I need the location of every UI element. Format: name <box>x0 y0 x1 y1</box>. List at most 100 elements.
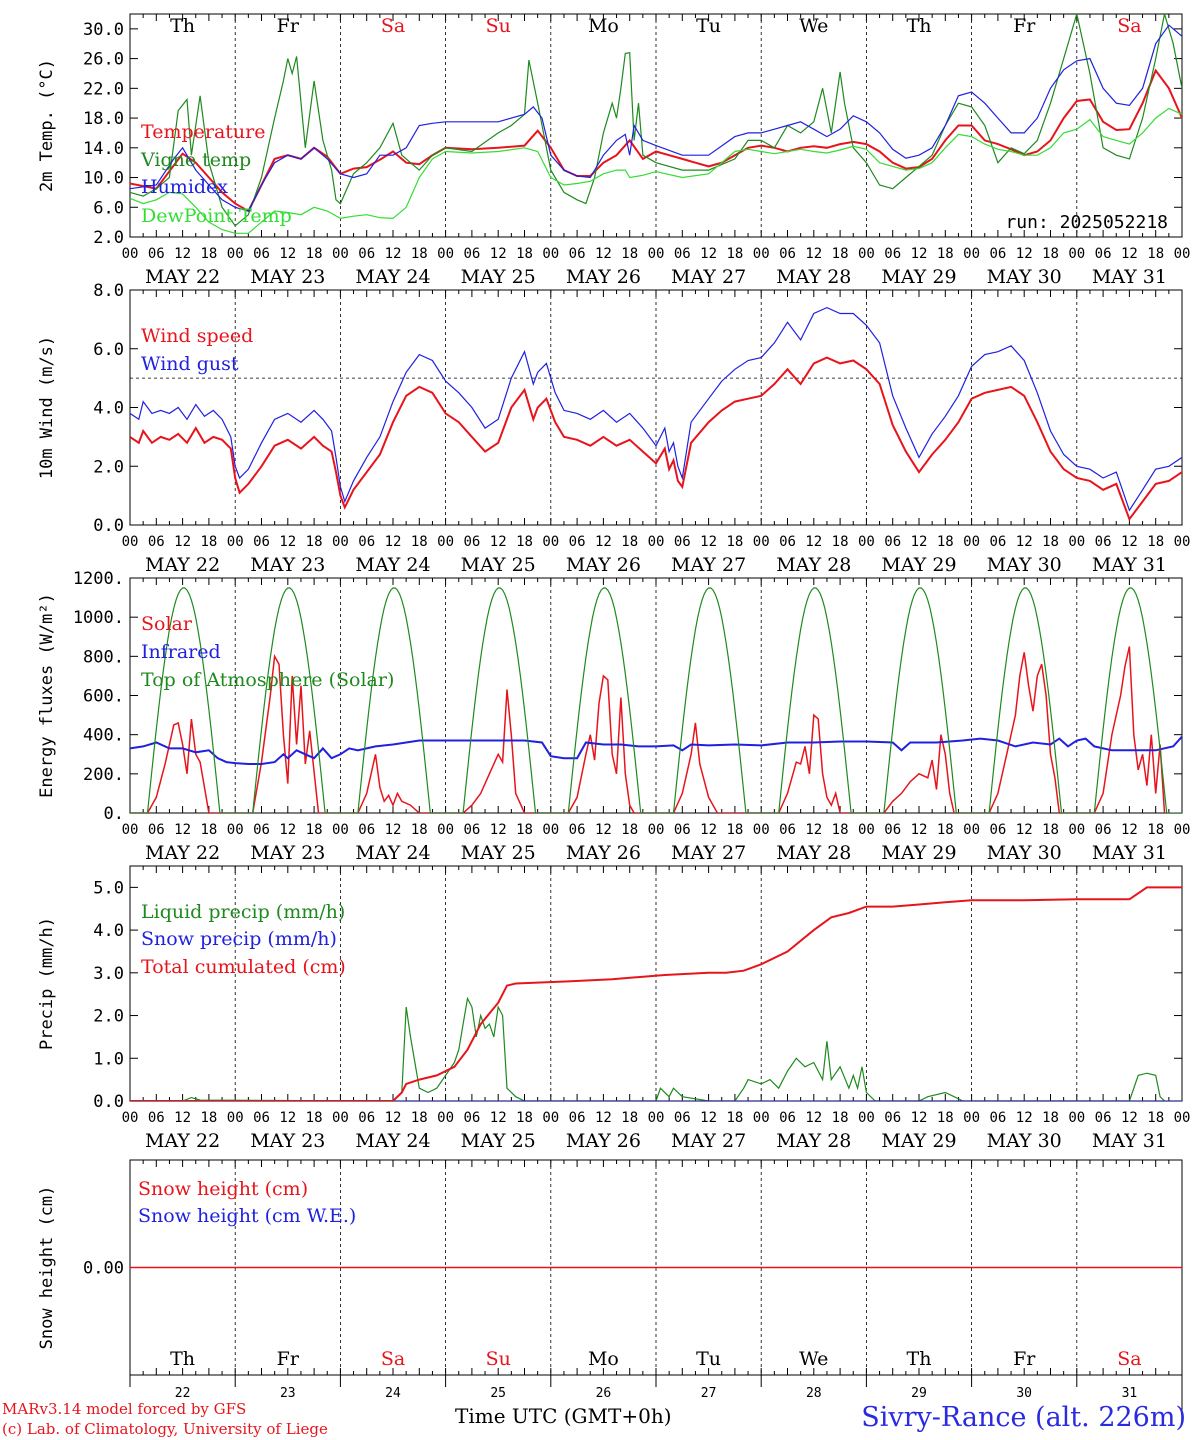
hour-label: 00 <box>1174 534 1191 550</box>
hour-label: 00 <box>648 534 665 550</box>
weekday-label-bottom: Mo <box>588 1348 619 1370</box>
hour-label: 00 <box>1174 1110 1191 1126</box>
hour-label: 00 <box>753 534 770 550</box>
hour-label: 00 <box>437 534 454 550</box>
hour-label: 06 <box>358 1110 375 1126</box>
legend-entry: Snow height (cm W.E.) <box>138 1205 356 1227</box>
hour-label: 12 <box>490 822 507 838</box>
hour-label: 00 <box>648 1110 665 1126</box>
panel-frame-temperature <box>129 13 1183 238</box>
hour-label: 06 <box>463 822 480 838</box>
y-tick-label: 1200. <box>73 569 124 589</box>
date-label: MAY 30 <box>987 842 1062 864</box>
y-tick-label: 2.0 <box>93 457 124 477</box>
weekday-label-top: Su <box>486 15 511 37</box>
day-number-label: 30 <box>1016 1386 1032 1401</box>
date-label: MAY 31 <box>1092 554 1167 576</box>
hour-label: 12 <box>490 1110 507 1126</box>
hour-label: 18 <box>1042 246 1059 262</box>
hour-label: 18 <box>200 1110 217 1126</box>
hour-label: 06 <box>148 1110 165 1126</box>
date-label: MAY 25 <box>461 554 536 576</box>
hour-label: 12 <box>805 822 822 838</box>
hour-label: 06 <box>569 534 586 550</box>
y-tick-label: 800. <box>83 647 124 667</box>
hour-label: 18 <box>516 822 533 838</box>
hour-label: 12 <box>1121 822 1138 838</box>
weekday-label-bottom: Sa <box>381 1348 405 1370</box>
hour-label: 00 <box>332 246 349 262</box>
weekday-label-bottom: Su <box>486 1348 511 1370</box>
legend-entry: Infrared <box>141 641 221 663</box>
date-label: MAY 23 <box>250 842 325 864</box>
hour-label: 06 <box>884 246 901 262</box>
hour-label: 12 <box>911 246 928 262</box>
date-label: MAY 27 <box>671 1130 746 1152</box>
hour-label: 12 <box>490 246 507 262</box>
hour-label: 00 <box>858 246 875 262</box>
hour-label: 06 <box>779 822 796 838</box>
hour-label: 18 <box>411 1110 428 1126</box>
weekday-label-top: Th <box>907 15 932 37</box>
hour-label: 18 <box>937 534 954 550</box>
weekday-label-bottom: Th <box>170 1348 195 1370</box>
legend-entry: Snow height (cm) <box>138 1178 308 1200</box>
y-tick-label: 4.0 <box>93 399 124 419</box>
station-title: Sivry-Rance (alt. 226m) <box>861 1402 1186 1433</box>
day-number-label: 28 <box>806 1386 822 1401</box>
hour-label: 12 <box>911 822 928 838</box>
hour-label: 06 <box>674 822 691 838</box>
hour-label: 00 <box>332 1110 349 1126</box>
hour-label: 18 <box>726 1110 743 1126</box>
hour-label: 12 <box>174 822 191 838</box>
hour-label: 18 <box>411 822 428 838</box>
hour-label: 00 <box>227 1110 244 1126</box>
hour-label: 12 <box>1016 822 1033 838</box>
hour-label: 06 <box>1095 246 1112 262</box>
weekday-label-top: Sa <box>381 15 405 37</box>
date-label: MAY 30 <box>987 1130 1062 1152</box>
y-tick-label: 6.0 <box>93 198 124 218</box>
y-tick-label: 30.0 <box>83 20 124 40</box>
hour-label: 18 <box>1147 822 1164 838</box>
hour-label: 12 <box>595 1110 612 1126</box>
hour-label: 18 <box>1147 246 1164 262</box>
day-number-label: 29 <box>911 1386 927 1401</box>
hour-label: 12 <box>385 246 402 262</box>
legend-entry: Wind gust <box>141 353 239 375</box>
hour-label: 18 <box>621 534 638 550</box>
hour-label: 06 <box>674 1110 691 1126</box>
hour-label: 12 <box>279 534 296 550</box>
legend-entry: Liquid precip (mm/h) <box>141 901 345 923</box>
day-number-label: 23 <box>280 1386 296 1401</box>
hour-label: 00 <box>753 246 770 262</box>
hour-label: 18 <box>411 534 428 550</box>
y-axis-label: 2m Temp. (°C) <box>37 59 57 192</box>
hour-label: 12 <box>1121 246 1138 262</box>
hour-label: 06 <box>884 822 901 838</box>
series-solar <box>130 646 1166 813</box>
hour-label: 00 <box>542 246 559 262</box>
hour-label: 00 <box>753 822 770 838</box>
legend-entry: Top of Atmosphere (Solar) <box>141 669 394 691</box>
hour-label: 18 <box>832 246 849 262</box>
y-tick-label: 26.0 <box>83 50 124 70</box>
weekday-label-bottom: Sa <box>1117 1348 1141 1370</box>
run-label: run: 2025052218 <box>1005 212 1168 233</box>
hour-label: 00 <box>1174 822 1191 838</box>
y-axis-label: 10m Wind (m/s) <box>37 336 57 479</box>
date-label: MAY 28 <box>776 266 851 288</box>
hour-label: 18 <box>1147 534 1164 550</box>
hour-label: 12 <box>595 534 612 550</box>
hour-label: 00 <box>122 1110 139 1126</box>
date-label: MAY 22 <box>145 842 220 864</box>
date-label: MAY 23 <box>250 1130 325 1152</box>
hour-label: 12 <box>490 534 507 550</box>
hour-label: 12 <box>385 1110 402 1126</box>
weekday-label-top: Th <box>170 15 195 37</box>
hour-label: 18 <box>937 822 954 838</box>
legend-entry: DewPoint Temp <box>141 205 292 227</box>
y-tick-label: 1000. <box>73 608 124 628</box>
day-number-label: 22 <box>175 1386 191 1401</box>
